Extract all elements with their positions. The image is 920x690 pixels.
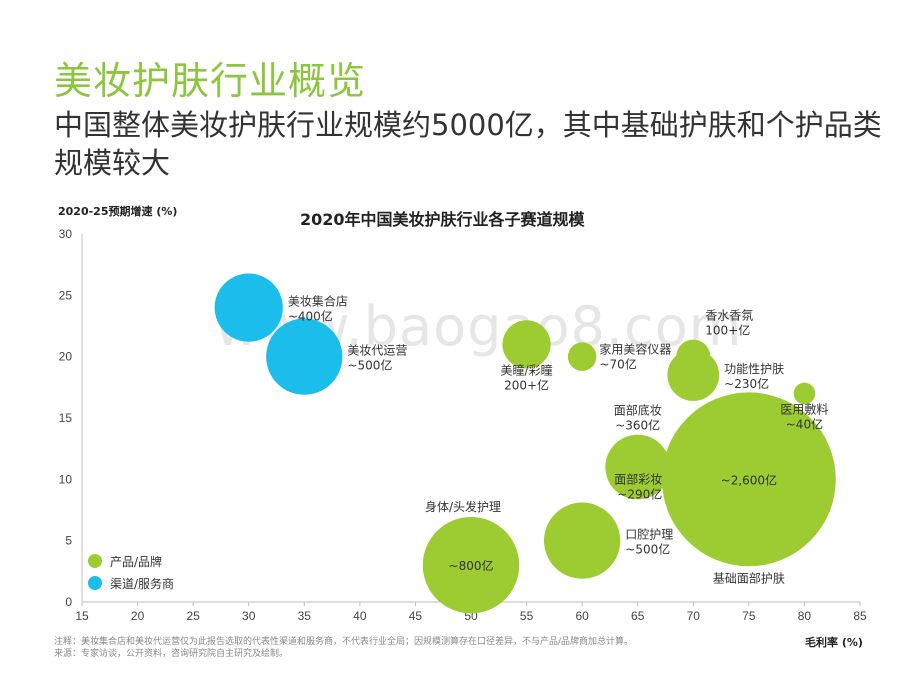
- legend-dot-channel: [88, 576, 102, 590]
- x-tick-label: 25: [186, 609, 200, 623]
- x-tick-label: 45: [409, 609, 423, 623]
- bubble-label-name: 美妆代运营: [347, 344, 407, 358]
- y-tick-label: 5: [65, 534, 72, 548]
- legend-label-product: 产品/品牌: [110, 554, 163, 569]
- bubble-point: [793, 382, 816, 405]
- x-tick-label: 30: [242, 609, 256, 623]
- bubble-point: [567, 342, 597, 371]
- legend-dot-product: [88, 554, 102, 568]
- y-tick-label: 25: [59, 288, 73, 302]
- bubble-point: [266, 318, 343, 395]
- bubble-label-name: 家用美容仪器: [599, 342, 671, 357]
- y-axis-label: 2020-25预期增速 (%): [58, 205, 178, 218]
- y-tick-label: 10: [59, 472, 73, 486]
- chart-title: 2020年中国美妆护肤行业各子赛道规模: [300, 210, 585, 229]
- bubble-point: [502, 320, 551, 369]
- bubble-label-name: 基础面部护肤: [713, 570, 785, 585]
- bubble-label-name: 美瞳/彩瞳: [501, 363, 553, 378]
- bubble-label-name: 香水香氛: [705, 309, 753, 323]
- page-subtitle: 中国整体美妆护肤行业规模约5000亿，其中基础护肤和个护品类规模较大: [54, 108, 882, 180]
- y-tick-label: 0: [65, 595, 72, 609]
- bubble-point: [664, 456, 723, 515]
- y-tick-label: 20: [59, 350, 73, 364]
- page-title: 美妆护肤行业概览: [54, 59, 367, 103]
- x-tick-label: 35: [298, 609, 312, 623]
- x-tick-label: 20: [131, 609, 145, 623]
- bubble-label-size: ~40亿: [786, 416, 823, 431]
- footnote-note: 注释：美妆集合店和美妆代运营仅为此报告选取的代表性渠道和服务商，不代表行业全局；…: [54, 637, 634, 647]
- bubble-label-size: ~360亿: [615, 418, 660, 433]
- footnote-source: 来源：专家访谈，公开资料，咨询研究院自主研究及绘制。: [54, 649, 289, 659]
- footnotes: 注释：美妆集合店和美妆代运营仅为此报告选取的代表性渠道和服务商，不代表行业全局；…: [54, 636, 633, 660]
- bubble-label-size: ~400亿: [288, 309, 333, 324]
- bubble-label-size: 200+亿: [504, 378, 549, 393]
- legend-item-product: 产品/品牌: [88, 550, 174, 572]
- bubble-point: [214, 273, 283, 342]
- bubble-point: [661, 392, 836, 567]
- bubble-label-size: ~500亿: [347, 358, 392, 373]
- bubble-label-name: 医用敷料: [780, 401, 828, 416]
- legend-label-channel: 渠道/服务商: [110, 576, 175, 591]
- bubble-label-size: ~290亿: [617, 486, 662, 501]
- bubble-label-name: 美妆集合店: [288, 294, 348, 309]
- x-tick-label: 85: [853, 609, 867, 623]
- bubble-label-name: 功能性护肤: [724, 361, 784, 376]
- bubble-label-size: ~500亿: [625, 542, 670, 557]
- y-tick-label: 30: [59, 227, 73, 241]
- bubble-label-size: 100+亿: [705, 323, 750, 338]
- bubble-label-name: 身体/头发护理: [425, 499, 501, 514]
- x-tick-label: 40: [353, 609, 367, 623]
- x-axis-label: 毛利率 (%): [805, 636, 863, 649]
- y-tick-label: 15: [59, 411, 73, 425]
- x-tick-label: 55: [520, 609, 534, 623]
- bubble-point: [422, 516, 520, 614]
- bubble-label-size: ~230亿: [724, 376, 769, 391]
- bubble-label-name: 口腔护理: [625, 527, 673, 542]
- x-tick-label: 15: [75, 609, 89, 623]
- bubble-point: [605, 434, 671, 500]
- bubble-point: [544, 502, 621, 579]
- x-tick-label: 70: [687, 609, 701, 623]
- bubble-label-name: 面部底妆: [614, 403, 662, 418]
- bubble-size-label: ~2,600亿: [721, 472, 777, 487]
- chart-legend: 产品/品牌 渠道/服务商: [88, 550, 174, 594]
- bubble-point: [676, 339, 711, 374]
- x-tick-label: 75: [742, 609, 756, 623]
- legend-item-channel: 渠道/服务商: [88, 572, 174, 594]
- bubble-label-size: ~70亿: [599, 357, 636, 372]
- x-tick-label: 80: [798, 609, 812, 623]
- x-tick-label: 60: [575, 609, 589, 623]
- x-tick-label: 65: [631, 609, 645, 623]
- bubble-size-label: ~800亿: [449, 558, 494, 573]
- bubble-label-name: 面部彩妆: [614, 471, 662, 486]
